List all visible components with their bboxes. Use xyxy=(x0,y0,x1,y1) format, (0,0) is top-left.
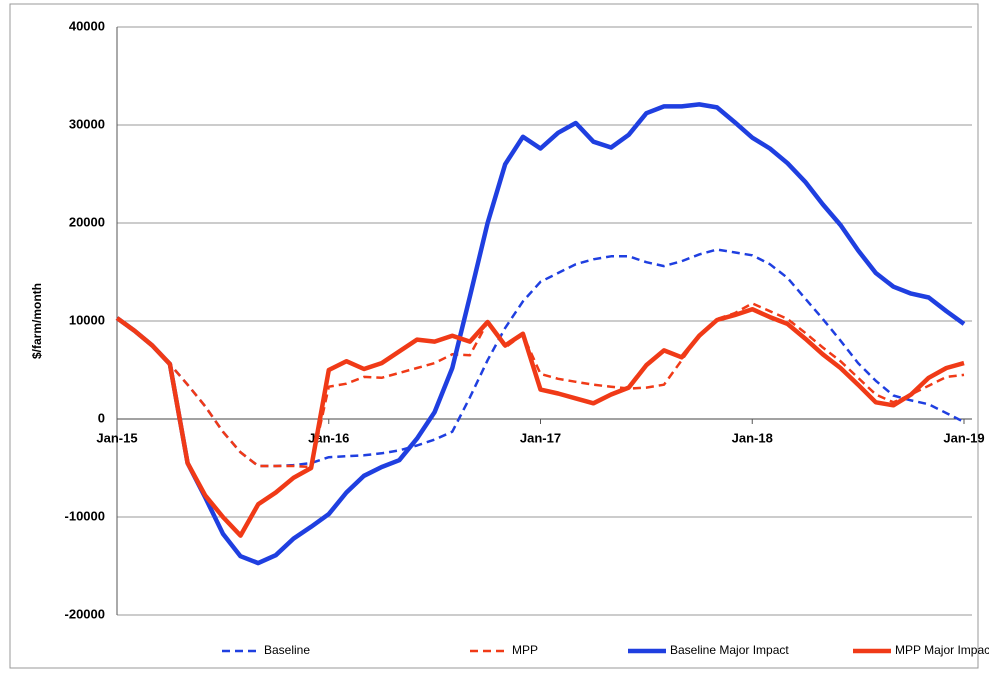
series-line xyxy=(116,248,965,468)
series-line xyxy=(115,306,965,538)
series-line xyxy=(116,302,965,469)
chart-border xyxy=(9,3,979,669)
y-tick-label: 40000 xyxy=(69,18,105,33)
y-tick-label: -20000 xyxy=(65,606,105,621)
y-tick-label: -10000 xyxy=(65,508,105,523)
y-tick-label: 0 xyxy=(98,410,105,425)
x-tick-label: Jan-17 xyxy=(520,430,561,445)
x-tick-label: Jan-15 xyxy=(96,430,137,445)
y-tick-label: 30000 xyxy=(69,116,105,131)
y-tick-label: 20000 xyxy=(69,214,105,229)
x-tick-label: Jan-19 xyxy=(943,430,984,445)
legend-label: MPP xyxy=(512,643,538,657)
legend-label: Baseline Major Impact xyxy=(670,643,789,657)
y-axis-label: $/farm/month xyxy=(30,283,44,359)
x-tick-label: Jan-18 xyxy=(732,430,773,445)
legend-label: MPP Major Impact xyxy=(895,643,989,657)
legend-label: Baseline xyxy=(264,643,310,657)
y-tick-label: 10000 xyxy=(69,312,105,327)
series-line xyxy=(115,102,966,566)
